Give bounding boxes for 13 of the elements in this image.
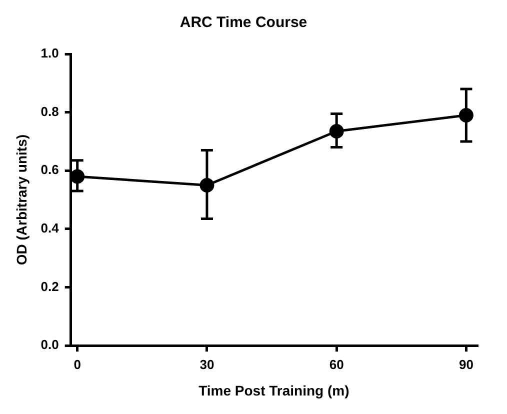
y-tick-label: 0.6 xyxy=(40,162,59,178)
chart-title: ARC Time Course xyxy=(180,14,308,32)
y-tick-label: 0.0 xyxy=(40,337,59,352)
y-tick-label: 0.2 xyxy=(40,278,59,294)
y-axis-title: OD (Arbitrary units) xyxy=(13,134,30,266)
y-tick-label: 0.4 xyxy=(40,220,60,236)
x-axis-title: Time Post Training (m) xyxy=(198,382,350,398)
y-tick-label: 1.0 xyxy=(40,46,59,61)
x-tick-label: 60 xyxy=(329,356,344,372)
x-tick-label: 0 xyxy=(74,356,81,372)
x-tick-label: 90 xyxy=(458,356,474,372)
x-tick-label: 30 xyxy=(200,356,214,372)
y-tick-label: 0.8 xyxy=(40,104,59,119)
